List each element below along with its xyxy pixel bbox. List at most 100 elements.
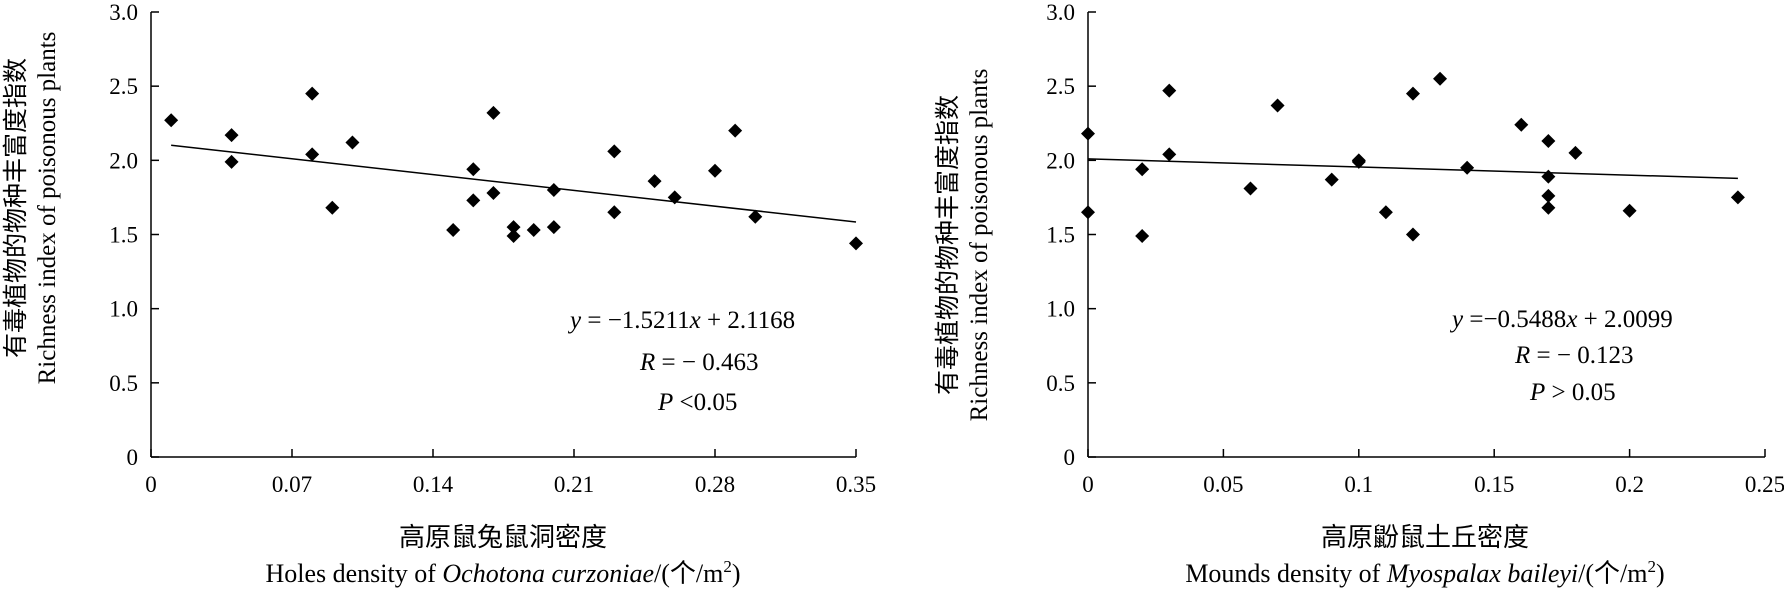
right-data-point: [1541, 200, 1556, 215]
right-data-point: [1541, 188, 1556, 203]
right-y-axis-title-zh: 有毒植物的物种丰富度指数: [934, 95, 962, 395]
left-x-title-close: ): [732, 559, 741, 588]
right-axis-ticks: [1087, 11, 1766, 458]
left-p-symbol: P: [657, 389, 673, 416]
right-data-points: [1081, 71, 1745, 243]
right-y-tick-label: 1.5: [1046, 223, 1075, 248]
right-x-tick-label: 0: [1082, 472, 1094, 497]
right-y-tick-label: 2.5: [1046, 74, 1075, 99]
right-r-value: = − 0.123: [1530, 342, 1633, 369]
right-p-symbol: P: [1529, 379, 1545, 406]
right-eq-intercept: + 2.0099: [1577, 306, 1672, 333]
right-y-axis-title-en: Richness index of poisonous plants: [966, 69, 993, 422]
right-y-tick-label: 0.5: [1046, 371, 1075, 396]
right-data-point: [1081, 126, 1095, 141]
right-x-tick-labels: 0 0.05 0.1 0.15 0.2 0.25: [1082, 472, 1784, 497]
right-x-title-species: Myospalax baileyi: [1386, 559, 1578, 588]
left-data-point: [748, 209, 763, 224]
left-data-point: [728, 123, 743, 138]
left-data-point: [526, 223, 541, 238]
left-data-point: [486, 185, 501, 200]
left-data-point: [446, 223, 461, 238]
left-eq-rhs: = −1.5211: [581, 307, 690, 334]
right-p-value: P > 0.05: [1529, 379, 1616, 406]
left-equation: y = −1.5211x + 2.1168 R = − 0.463 P <0.0…: [567, 307, 795, 416]
left-x-title-sup: 2: [723, 557, 732, 576]
right-data-point: [1135, 162, 1150, 177]
right-data-point: [1541, 169, 1556, 184]
right-x-tick-label: 0.2: [1615, 472, 1644, 497]
right-y-tick-label: 3.0: [1046, 0, 1075, 25]
right-y-tick-labels: 0 0.5 1.0 1.5 2.0 2.5 3.0: [1046, 0, 1075, 470]
right-data-point: [1243, 181, 1258, 196]
right-eq-rhs: =−0.5488: [1463, 306, 1566, 333]
left-x-tick-label: 0: [145, 472, 157, 497]
right-data-point: [1622, 203, 1637, 218]
left-regression-equation: y = −1.5211x + 2.1168: [567, 307, 795, 334]
right-data-point: [1541, 134, 1556, 149]
right-x-tick-label: 0.1: [1344, 472, 1373, 497]
right-data-point: [1433, 71, 1448, 86]
right-data-point: [1568, 145, 1583, 160]
left-y-tick-label: 2.5: [109, 74, 138, 99]
left-x-tick-labels: 0 0.07 0.14 0.21 0.28 0.35: [145, 472, 876, 497]
left-eq-y-symbol: y: [567, 307, 582, 334]
right-x-title-prefix: Mounds density of: [1185, 559, 1387, 588]
left-data-point: [345, 135, 360, 150]
left-data-point: [708, 163, 722, 178]
left-chart: 有毒植物的物种丰富度指数 Richness index of poisonous…: [2, 0, 876, 588]
right-data-point: [1162, 147, 1177, 162]
right-eq-y-symbol: y: [1449, 306, 1464, 333]
right-data-point: [1162, 83, 1177, 98]
right-r-symbol: R: [1514, 342, 1530, 369]
right-data-point: [1514, 117, 1529, 132]
left-y-axis-title-en: Richness index of poisonous plants: [34, 32, 61, 385]
left-data-point: [607, 144, 622, 159]
left-data-point: [647, 174, 662, 189]
left-eq-intercept: + 2.1168: [701, 307, 795, 334]
right-data-point: [1730, 190, 1745, 205]
right-correlation-coefficient: R = − 0.123: [1514, 342, 1633, 369]
left-y-axis-title: 有毒植物的物种丰富度指数 Richness index of poisonous…: [2, 32, 61, 385]
left-p-value: P <0.05: [657, 389, 737, 416]
right-x-tick-label: 0.05: [1203, 472, 1243, 497]
right-x-axis-title-en: Mounds density of Myospalax baileyi/(个/m…: [1185, 557, 1664, 588]
right-y-tick-label: 1.0: [1046, 297, 1075, 322]
left-data-point: [325, 200, 340, 215]
left-correlation-coefficient: R = − 0.463: [639, 349, 758, 376]
left-r-value: = − 0.463: [655, 349, 758, 376]
right-data-point: [1135, 228, 1150, 243]
left-data-point: [849, 236, 863, 251]
right-data-point: [1270, 98, 1285, 113]
right-x-axis-title-zh: 高原鼢鼠土丘密度: [1321, 523, 1529, 552]
left-y-tick-label: 2.0: [109, 148, 138, 173]
right-data-point: [1405, 86, 1420, 101]
left-p-text: <0.05: [673, 389, 737, 416]
left-y-tick-label: 0: [127, 445, 139, 470]
left-data-point: [506, 220, 521, 235]
left-x-tick-label: 0.14: [413, 472, 454, 497]
left-y-tick-label: 1.0: [109, 297, 138, 322]
right-regression-line: [1087, 158, 1738, 180]
left-data-point: [305, 147, 320, 162]
left-data-point: [486, 105, 501, 120]
right-x-title-unit: /(个/m: [1578, 559, 1647, 588]
left-x-title-species: Ochotona curzoniae: [442, 559, 654, 588]
right-p-text: > 0.05: [1545, 379, 1615, 406]
left-r-symbol: R: [639, 349, 655, 376]
left-data-point: [546, 183, 561, 197]
left-x-title-prefix: Holes density of: [265, 559, 442, 588]
right-data-point: [1378, 205, 1393, 220]
left-data-point: [466, 162, 481, 177]
right-y-tick-label: 2.0: [1046, 148, 1075, 173]
left-data-point: [164, 113, 179, 128]
right-x-title-close: ): [1656, 559, 1665, 588]
left-y-tick-label: 1.5: [109, 223, 138, 248]
left-data-point: [466, 193, 481, 208]
left-data-point: [506, 228, 521, 243]
right-x-title-sup: 2: [1648, 557, 1657, 576]
left-data-points: [164, 86, 863, 251]
right-eq-x-symbol: x: [1565, 306, 1577, 333]
left-y-tick-label: 0.5: [109, 371, 138, 396]
